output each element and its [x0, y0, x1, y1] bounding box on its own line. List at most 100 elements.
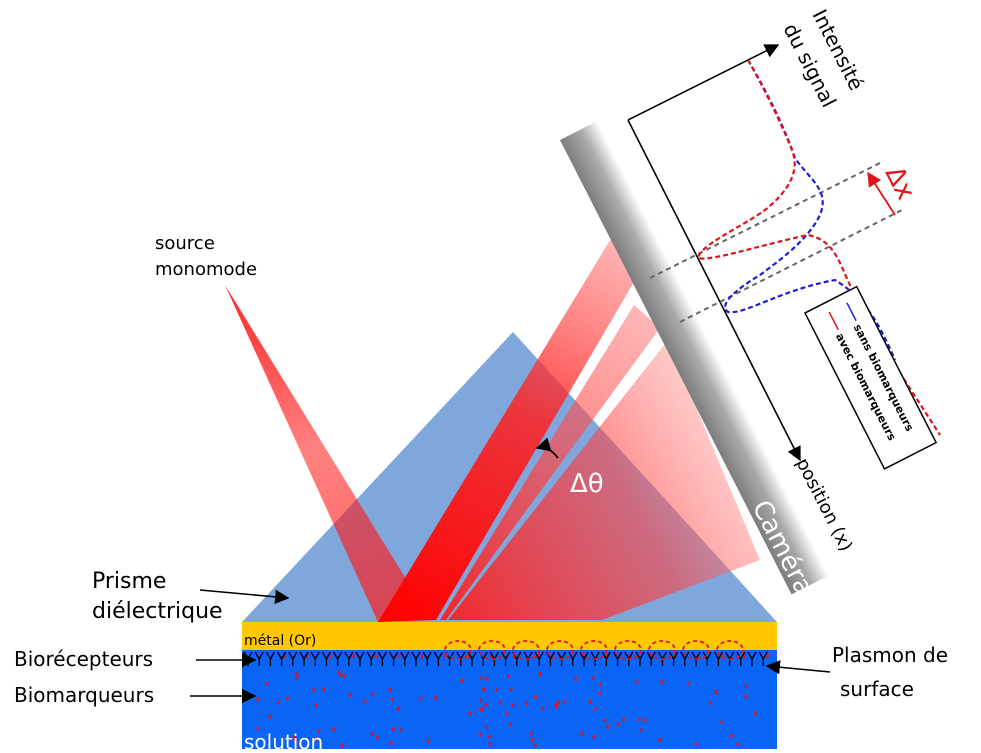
- biomarker-particle: [316, 728, 321, 734]
- biomarker-particle: [537, 671, 542, 677]
- biomarker-particle: [510, 702, 515, 708]
- bound-biomarker: [374, 654, 378, 659]
- bioreceptor-icon: [725, 651, 735, 666]
- solution-layer: [242, 650, 777, 749]
- biomarker-particle: [523, 701, 528, 707]
- plasmon-ellipse: [546, 640, 574, 660]
- camera: [560, 120, 829, 595]
- biomarker-particle: [486, 734, 491, 740]
- bioreceptor-icon: [411, 651, 421, 666]
- biomarker-particle: [481, 687, 486, 693]
- biomarker-particle: [478, 675, 483, 681]
- guide-lines: [649, 162, 903, 323]
- bioreceptor-icon: [433, 651, 443, 666]
- curve-with-biomarkers: [696, 59, 941, 436]
- biomarker-particle: [391, 726, 396, 732]
- plasmon-ellipse: [444, 640, 472, 660]
- biomarker-particle: [311, 688, 316, 694]
- bioreceptor-icon: [377, 651, 387, 666]
- biomarker-particle: [467, 710, 472, 716]
- biomarker-particle: [605, 724, 610, 730]
- plasmon-ellipse: [716, 640, 744, 660]
- bioreceptors-label: Biorécepteurs: [14, 647, 153, 671]
- biomarker-particle: [616, 721, 621, 727]
- bioreceptor-icon: [680, 651, 690, 666]
- bioreceptor-icon: [422, 651, 432, 666]
- bioreceptor-icon: [366, 651, 376, 666]
- bioreceptor-icon: [624, 651, 634, 666]
- biomarker-particle: [387, 687, 392, 693]
- bioreceptor-row: [243, 651, 768, 666]
- bioreceptor-icon: [321, 651, 331, 666]
- bioreceptor-icon: [601, 651, 611, 666]
- biomarker-particles: [255, 654, 769, 749]
- bioreceptor-icon: [691, 651, 701, 666]
- source-label-line2: monomode: [155, 259, 257, 280]
- metal-layer: [242, 622, 777, 650]
- prism-pointer-arrow: [199, 589, 290, 604]
- bound-biomarker: [351, 654, 355, 659]
- biomarker-particle: [264, 681, 269, 687]
- plasmon-ellipse: [648, 640, 676, 660]
- biomarker-particle: [291, 735, 296, 741]
- bioreceptor-icon: [747, 651, 757, 666]
- bound-biomarker: [305, 654, 309, 659]
- biomarker-particle: [342, 673, 347, 679]
- delta-x-arrow: [867, 171, 896, 216]
- biomarker-particle: [398, 727, 403, 733]
- bioreceptor-icon: [344, 651, 354, 666]
- bioreceptor-icon: [389, 651, 399, 666]
- bioreceptor-icon: [590, 651, 600, 666]
- biomarker-particle: [294, 671, 299, 677]
- biomarker-particle: [389, 696, 394, 702]
- biomarker-particle: [744, 683, 749, 689]
- biomarker-particle: [484, 702, 489, 708]
- biomarker-particle: [498, 700, 503, 706]
- solution-label: solution: [244, 730, 323, 749]
- plasmon-ellipse: [478, 640, 506, 660]
- biomarker-particle: [540, 706, 545, 712]
- bioreceptor-icon: [467, 651, 477, 666]
- source-label-line1: source: [155, 233, 215, 254]
- biomarker-particle: [478, 697, 483, 703]
- biomarker-particle: [477, 706, 482, 712]
- legend-line-without: [846, 302, 857, 322]
- biomarker-particle: [729, 733, 734, 739]
- bioreceptor-icon: [288, 651, 298, 666]
- bound-biomarker: [328, 654, 332, 659]
- biomarker-particle: [347, 692, 352, 698]
- bioreceptor-icon: [635, 651, 645, 666]
- bioreceptor-icon: [713, 651, 723, 666]
- biomarker-particle: [752, 711, 757, 717]
- biomarker-particle: [293, 738, 298, 744]
- biomarker-particle: [331, 727, 336, 733]
- biomarker-particle: [256, 725, 261, 731]
- biomarker-particle: [433, 695, 438, 701]
- reflected-beam-main: [378, 232, 648, 622]
- bioreceptor-icon: [613, 651, 623, 666]
- plasmon-pointer-arrow: [765, 660, 831, 675]
- biomarkers-label: Biomarqueurs: [14, 683, 154, 707]
- biomarker-particle: [508, 722, 513, 728]
- biomarker-particle: [425, 738, 430, 744]
- biomarker-particle: [336, 670, 341, 676]
- biomarker-particle: [504, 711, 509, 717]
- bioreceptor-icon: [657, 651, 667, 666]
- bioreceptor-icon: [568, 651, 578, 666]
- biomarker-particle: [718, 720, 723, 726]
- biomarker-particle: [713, 689, 718, 695]
- biomarker-particle: [636, 717, 641, 723]
- biomarker-particle: [621, 717, 626, 723]
- plasmon-ellipse: [580, 640, 608, 660]
- bioreceptor-icon: [557, 651, 567, 666]
- bioreceptor-icon: [579, 651, 589, 666]
- biomarker-particle: [484, 724, 489, 730]
- biomarker-particle: [533, 694, 538, 700]
- biomarker-particle: [370, 691, 375, 697]
- bound-biomarker: [397, 654, 401, 659]
- biomarker-particle: [395, 706, 400, 712]
- biomarker-particle: [459, 678, 464, 684]
- biomarker-particle: [374, 735, 379, 741]
- plasmon-label-line1: Plasmon de: [832, 643, 948, 667]
